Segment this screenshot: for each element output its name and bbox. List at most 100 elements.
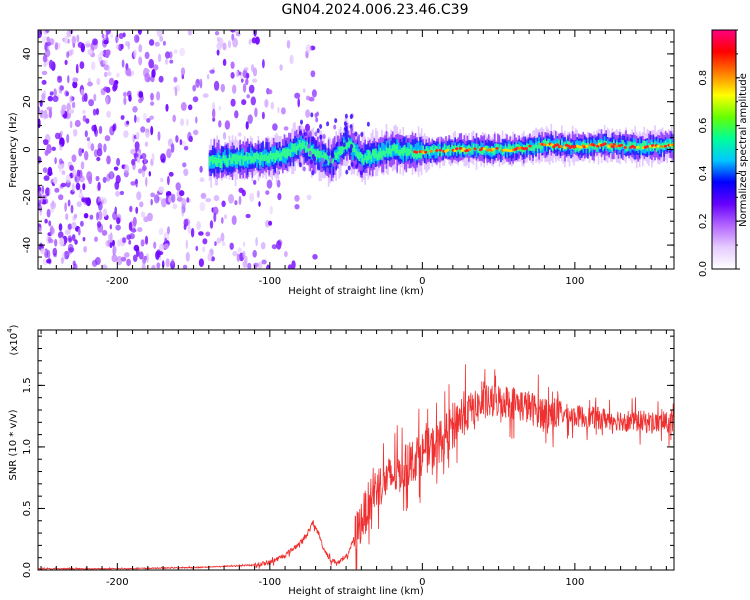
spectrogram-noise-blob xyxy=(161,198,167,208)
spectrogram-band-cell xyxy=(361,154,363,163)
spectrogram-spike xyxy=(344,126,347,132)
spectrogram-band-cell xyxy=(452,145,455,152)
spectrogram-spike xyxy=(302,166,306,172)
spectrogram-noise-blob xyxy=(205,198,212,203)
spectrogram-band-cell xyxy=(338,145,341,155)
spectrogram-spike xyxy=(326,121,330,127)
spectrogram-band-cell xyxy=(397,149,400,156)
spectrogram-noise-blob xyxy=(302,88,306,93)
spectrogram-noise-blob xyxy=(236,253,240,262)
spectrogram-noise-blob xyxy=(214,241,217,247)
spectrogram-noise-blob xyxy=(277,106,280,114)
colorbar-tick-label: 0.4 xyxy=(698,165,709,181)
spectrogram-noise-blob xyxy=(186,118,189,127)
spectrogram-noise-blob xyxy=(48,108,53,119)
spectrogram-spike xyxy=(308,132,312,138)
spectrogram-noise-blob xyxy=(160,153,166,163)
spectrogram-band-cell xyxy=(323,152,325,162)
spectrogram-spike xyxy=(298,162,302,168)
spectrogram-core-cell xyxy=(458,147,463,150)
spectrogram-noise-blob xyxy=(305,109,310,118)
spectrogram-noise-blob xyxy=(146,118,151,123)
snr-ytick-label: 0.5 xyxy=(22,501,33,517)
spectrogram-noise-blob xyxy=(75,182,81,191)
spectrogram-noise-blob xyxy=(58,223,63,232)
spectrogram-noise-blob xyxy=(67,223,73,230)
spectrogram-band-cell xyxy=(381,151,383,161)
spectrogram-noise-blob xyxy=(138,30,142,33)
snr-xtick-label: -100 xyxy=(258,577,281,588)
spectrogram-noise-blob xyxy=(58,158,63,165)
spectrogram-noise-blob xyxy=(65,91,70,97)
spectrogram-band-cell xyxy=(246,156,249,164)
spectrogram-noise-blob xyxy=(88,99,94,107)
spectrogram-spike xyxy=(319,134,323,140)
spectrogram-noise-blob xyxy=(142,112,147,121)
spectrogram-noise-blob xyxy=(77,41,84,49)
spectrogram-band-cell xyxy=(384,151,386,157)
spectrogram-band-cell xyxy=(669,139,671,147)
spectrogram-noise-blob xyxy=(185,251,190,262)
spectrogram-noise-blob xyxy=(73,129,78,137)
spectrogram-noise-blob xyxy=(84,150,89,161)
spectrogram-noise-blob xyxy=(165,51,171,59)
spectrogram-noise-blob xyxy=(156,262,161,269)
spectrogram-band-cell xyxy=(272,152,275,159)
spectrogram-spike xyxy=(333,161,337,167)
spectrogram-spike xyxy=(339,141,343,147)
spectrogram-band-cell xyxy=(628,141,630,148)
spectrogram-noise-blob xyxy=(202,246,206,253)
spectrogram-spike xyxy=(324,159,328,165)
spectrogram-noise-blob xyxy=(160,177,164,183)
spectrogram-noise-blob xyxy=(156,30,163,37)
spectrogram-band-cell xyxy=(237,155,240,162)
spectrogram-noise-blob xyxy=(165,58,168,65)
spectrogram-core-cell xyxy=(623,146,627,149)
spectrogram-noise-blob xyxy=(158,75,164,83)
spectrogram-noise-blob xyxy=(80,220,84,227)
spectrogram-band-cell xyxy=(353,144,356,153)
spectrogram-noise-blob xyxy=(70,204,74,214)
spectrogram-noise-blob xyxy=(287,264,293,269)
spectrogram-noise-blob xyxy=(276,179,281,188)
spectrogram-noise-blob xyxy=(113,245,117,255)
spectrogram-noise-blob xyxy=(143,158,147,164)
spectrogram-band-cell xyxy=(362,158,365,165)
spectrogram-noise-blob xyxy=(105,240,111,248)
spectrogram-band-cell xyxy=(443,144,446,151)
spectrogram-noise-blob xyxy=(241,189,246,197)
spectrogram-noise-blob xyxy=(279,64,283,71)
spectrogram-band-cell xyxy=(250,155,252,164)
spectrogram-band-cell xyxy=(327,153,330,166)
spectrogram-noise-blob xyxy=(185,239,189,249)
spectrogram-noise-blob xyxy=(41,70,48,76)
spectrogram-core-cell xyxy=(455,147,459,151)
spectrogram-noise-blob xyxy=(195,78,200,88)
spectrogram-band-cell xyxy=(317,149,319,158)
spectrogram-band-cell xyxy=(420,150,423,159)
spectrogram-noise-blob xyxy=(138,56,143,66)
spectrogram-band-cell xyxy=(364,154,366,160)
spectrogram-noise-blob xyxy=(129,233,135,240)
spectrogram-band-cell xyxy=(385,147,388,154)
spectrogram-band-cell xyxy=(544,139,546,146)
spectrogram-noise-blob xyxy=(68,108,75,114)
spectrogram-band-cell xyxy=(388,145,391,155)
spectrogram-noise-blob xyxy=(181,140,187,147)
spectrogram-band-cell xyxy=(375,148,377,159)
spectrogram-noise-blob xyxy=(251,37,257,44)
spectrogram-band-cell xyxy=(304,145,307,153)
spectrogram-noise-blob xyxy=(224,120,231,130)
snr-xtick-label: -200 xyxy=(106,577,129,588)
spectrogram-band-cell xyxy=(248,152,251,160)
spectrogram-band-cell xyxy=(216,158,218,168)
spectrogram-noise-blob xyxy=(222,132,227,140)
spectrogram-band-cell xyxy=(318,150,321,158)
snr-scale-base: (x10 xyxy=(9,333,20,356)
spectrogram-noise-blob xyxy=(61,170,66,175)
spectrogram-noise-blob xyxy=(264,99,269,108)
spectrogram-noise-blob xyxy=(78,147,83,157)
spectrogram-band-cell xyxy=(359,152,362,159)
spectrogram-spike xyxy=(311,170,315,176)
spectrogram-noise-blob xyxy=(180,118,185,126)
